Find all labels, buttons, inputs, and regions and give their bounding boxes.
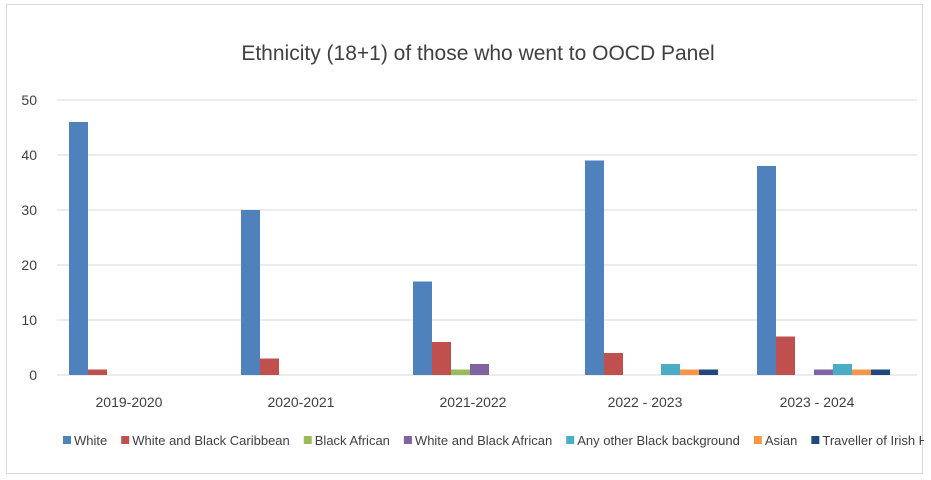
- bar-black-african-2: [451, 369, 470, 375]
- y-tick-label: 30: [21, 202, 37, 218]
- legend-item: Any other Black background: [566, 433, 740, 448]
- legend-label: White and Black Caribbean: [132, 433, 290, 448]
- legend-item: White and Black Caribbean: [121, 433, 290, 448]
- bar-white-0: [69, 122, 88, 375]
- y-axis-ticks: 0 10 20 30 40 50: [21, 92, 37, 383]
- bar-white-and-black-caribbean-3: [604, 353, 623, 375]
- x-tick-label: 2022 - 2023: [608, 394, 683, 410]
- legend-swatch: [63, 436, 71, 444]
- bar-white-2: [413, 281, 432, 375]
- legend-label: White: [74, 433, 107, 448]
- chart-svg: Ethnicity (18+1) of those who went to OO…: [21, 42, 931, 448]
- bar-white-and-black-caribbean-1: [260, 358, 279, 375]
- legend-label: White and Black African: [415, 433, 552, 448]
- x-axis-ticks: 2019-2020 2020-2021 2021-2022 2022 - 2023 20…: [96, 394, 855, 410]
- legend: White White and Black Caribbean Black Afri…: [63, 433, 931, 448]
- bar-white-and-black-african-4: [814, 369, 833, 375]
- y-tick-label: 20: [21, 257, 37, 273]
- bar-white-1: [241, 210, 260, 375]
- legend-swatch: [403, 436, 412, 444]
- x-tick-label: 2023 - 2024: [780, 394, 855, 410]
- legend-item: White: [63, 433, 107, 448]
- bar-asian-4: [852, 369, 871, 375]
- chart-frame: Ethnicity (18+1) of those who went to OO…: [6, 4, 931, 474]
- bar-any-other-black-background-3: [661, 364, 680, 375]
- legend-swatch: [121, 436, 130, 444]
- bar-any-other-black-background-4: [833, 364, 852, 375]
- bar-white-and-black-caribbean-4: [776, 336, 795, 375]
- x-tick-label: 2019-2020: [96, 394, 163, 410]
- legend-item: Asian: [753, 433, 798, 448]
- y-tick-label: 40: [21, 147, 37, 163]
- bar-white-and-black-african-2: [470, 364, 489, 375]
- bar-white-3: [585, 160, 604, 375]
- legend-label: Asian: [765, 433, 798, 448]
- legend-swatch: [753, 436, 762, 444]
- bar-white-and-black-caribbean-0: [88, 369, 107, 375]
- legend-label: Any other Black background: [577, 433, 740, 448]
- y-tick-label: 50: [21, 92, 37, 108]
- bar-white-4: [757, 166, 776, 375]
- x-tick-label: 2021-2022: [440, 394, 507, 410]
- bar-asian-3: [680, 369, 699, 375]
- y-tick-label: 10: [21, 312, 37, 328]
- bar-traveller-of-irish-heritage-3: [699, 369, 718, 375]
- x-tick-label: 2020-2021: [268, 394, 335, 410]
- legend-swatch: [303, 436, 312, 444]
- y-tick-label: 0: [29, 367, 37, 383]
- bars: [69, 122, 890, 375]
- legend-item: Traveller of Irish Heritage: [811, 433, 931, 448]
- legend-swatch: [811, 436, 820, 444]
- legend-item: Black African: [303, 433, 390, 448]
- legend-label: Traveller of Irish Heritage: [822, 433, 924, 448]
- legend-label: Black African: [315, 433, 390, 448]
- chart-title: Ethnicity (18+1) of those who went to OO…: [241, 42, 714, 65]
- gridlines: [57, 99, 917, 376]
- legend-swatch: [566, 436, 575, 444]
- bar-traveller-of-irish-heritage-4: [871, 369, 890, 375]
- legend-item: White and Black African: [403, 433, 552, 448]
- bar-white-and-black-caribbean-2: [432, 342, 451, 375]
